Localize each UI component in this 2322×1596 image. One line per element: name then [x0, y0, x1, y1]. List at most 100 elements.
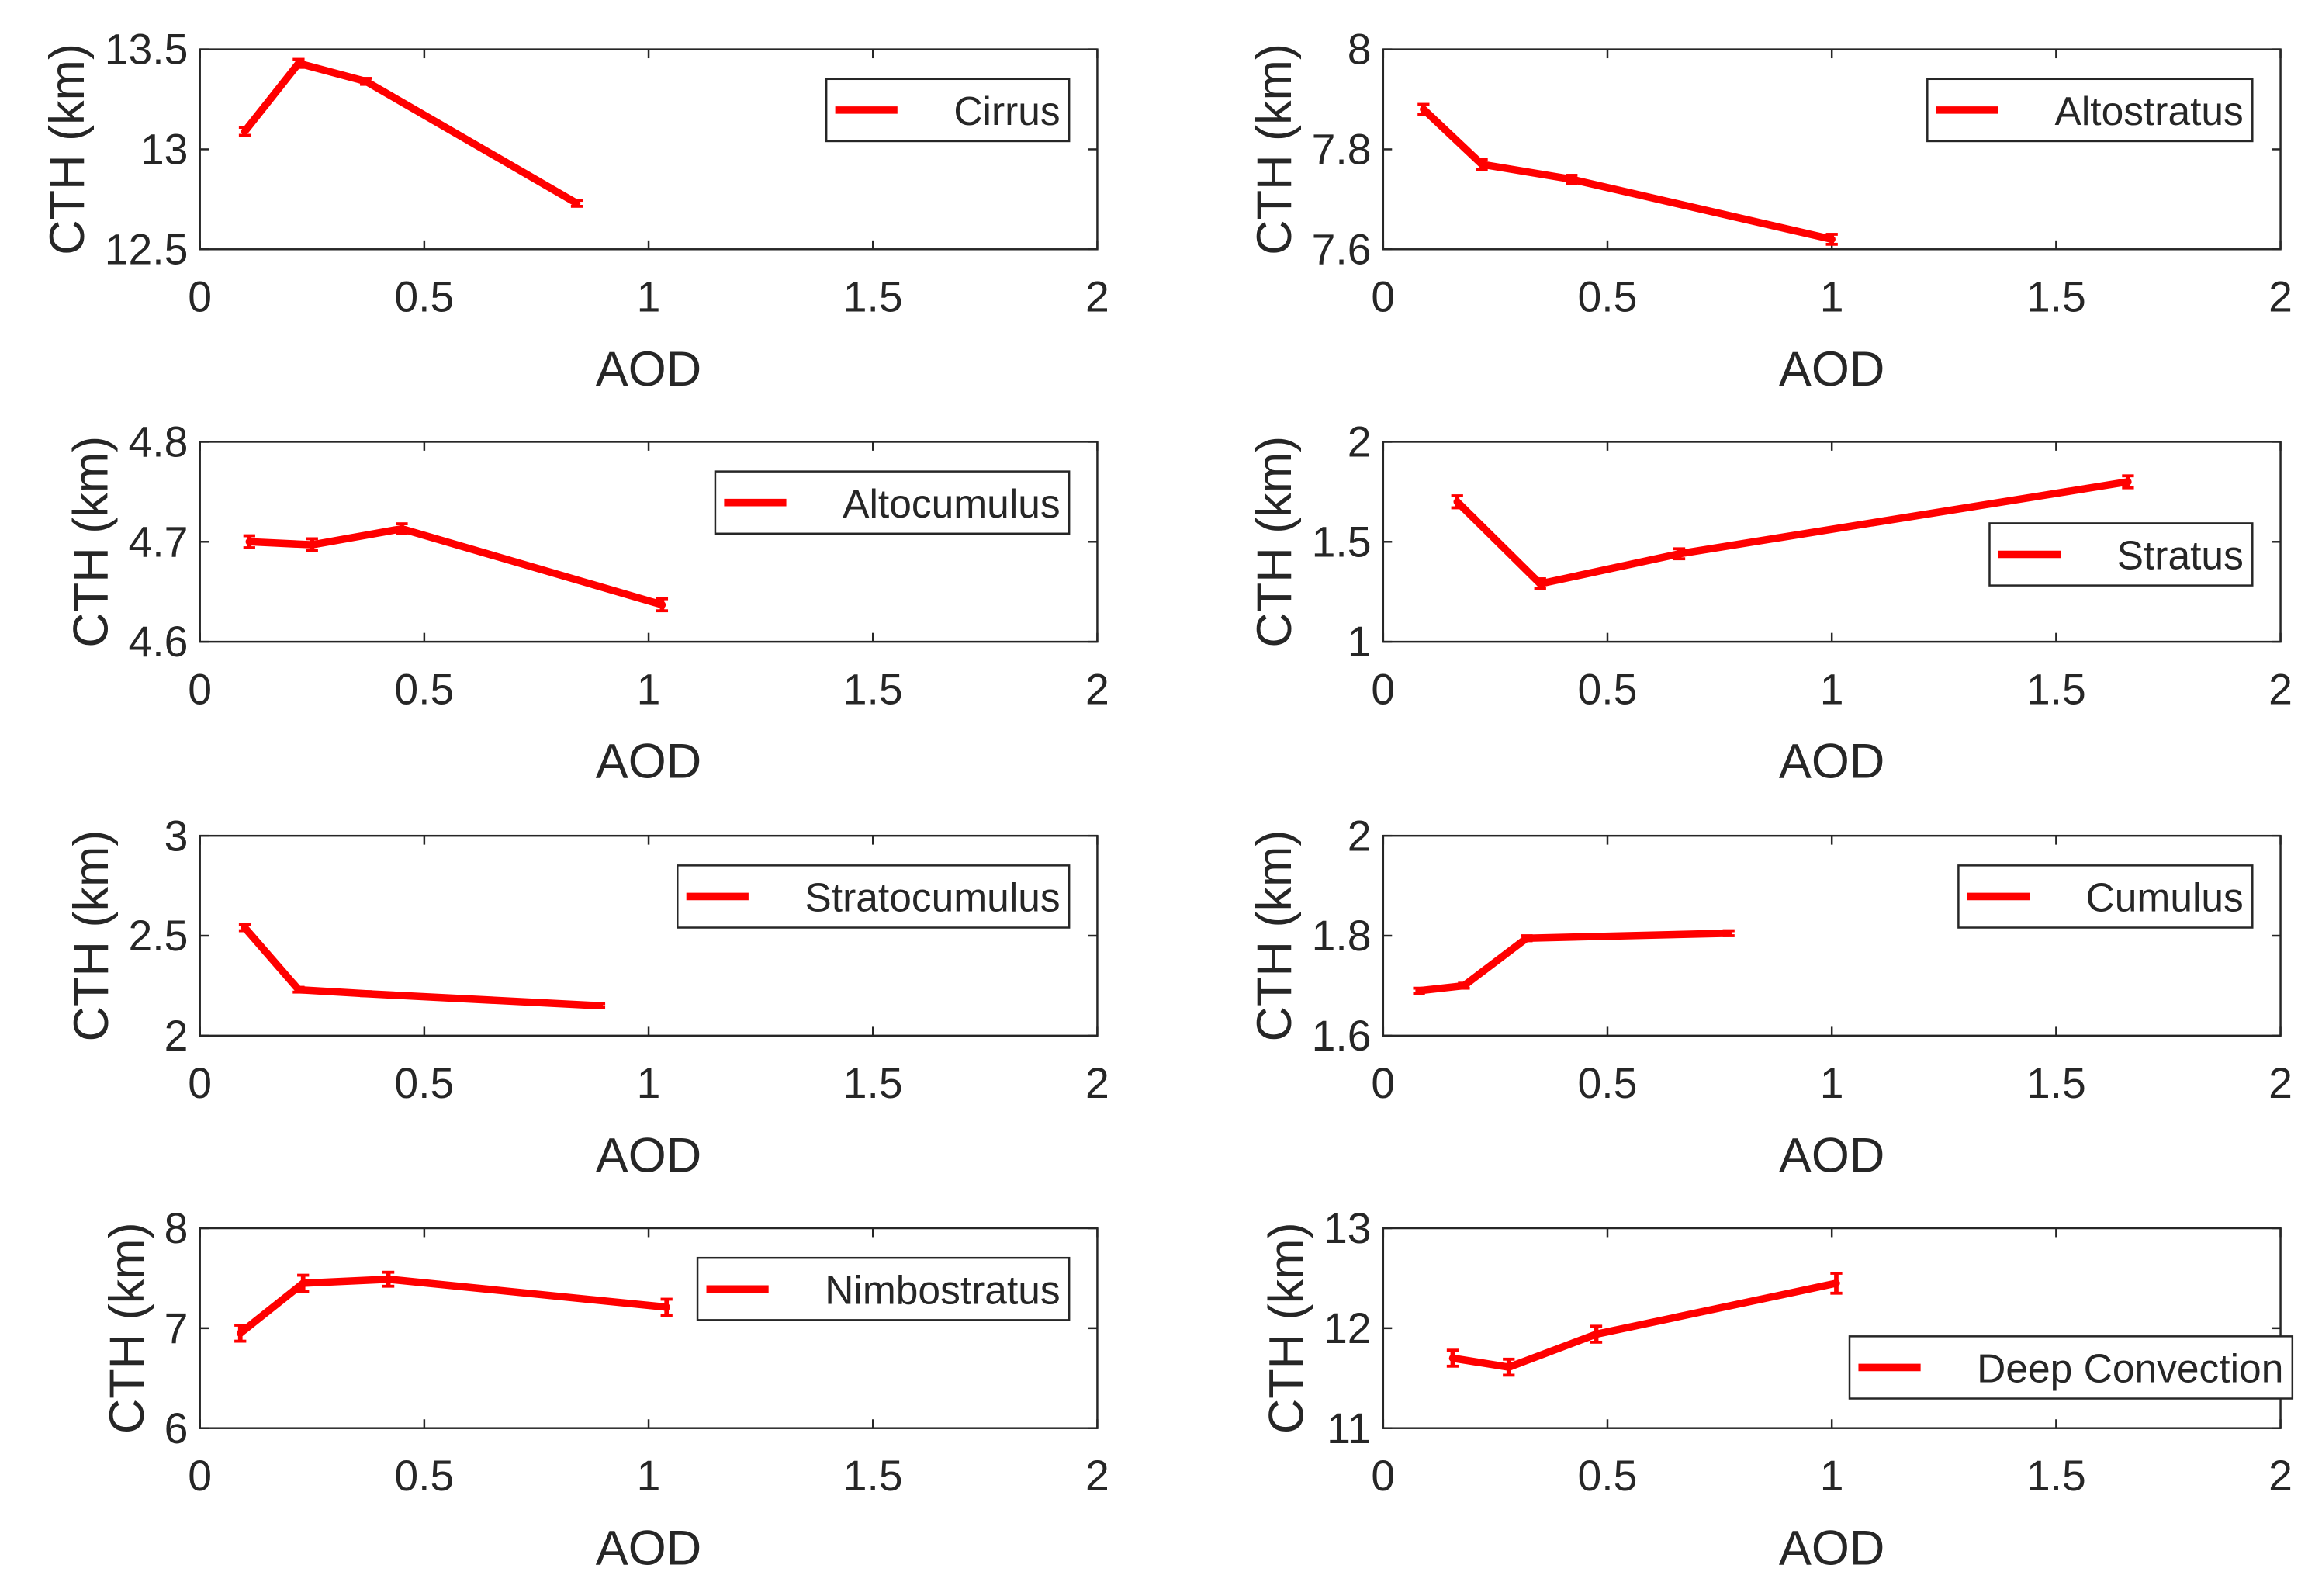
x-tick-label: 1 — [1820, 1452, 1844, 1500]
x-tick-label: 0.5 — [1578, 272, 1638, 320]
data-point — [1420, 106, 1427, 113]
x-tick-label: 0.5 — [394, 272, 454, 320]
y-tick-label: 1.8 — [1312, 912, 1372, 960]
y-tick-label: 7 — [164, 1304, 189, 1352]
x-tick-label: 1 — [637, 272, 661, 320]
x-tick-label: 0.5 — [394, 665, 454, 713]
x-axis-label: AOD — [596, 1128, 702, 1182]
x-tick-label: 1.5 — [843, 665, 903, 713]
subplot-cumulus: 0 0.5 1 1.5 2 1.6 1.8 2 AOD CTH (km) Cumulus — [1248, 812, 2293, 1182]
x-tick-label: 0.5 — [394, 1059, 454, 1107]
x-tick-label: 0.5 — [1578, 1059, 1638, 1107]
data-point — [245, 538, 254, 546]
data-point — [398, 524, 406, 533]
series-line — [241, 925, 600, 1009]
y-tick-label: 2 — [1348, 812, 1372, 860]
legend: Nimbostratus — [696, 1256, 1071, 1321]
y-axis-label: CTH (km) — [64, 830, 119, 1042]
x-tick-label: 1 — [1820, 1059, 1844, 1107]
x-tick-label: 0.5 — [394, 1452, 454, 1500]
y-tick-label: 4.8 — [128, 418, 188, 466]
x-tick-label: 2 — [2268, 665, 2293, 713]
y-tick-label: 7.6 — [1312, 225, 1372, 273]
data-point — [1415, 987, 1423, 995]
data-point — [1504, 1363, 1513, 1371]
data-point — [1828, 235, 1836, 244]
series-line — [237, 1275, 667, 1337]
x-tick-label: 1.5 — [2026, 1059, 2086, 1107]
x-axis-label: AOD — [1779, 735, 1885, 789]
data-point — [1478, 160, 1486, 168]
data-point — [1460, 981, 1468, 990]
y-tick-label: 4.6 — [128, 618, 188, 666]
y-tick-label: 13 — [140, 126, 189, 174]
y-axis-label: CTH (km) — [40, 43, 95, 255]
subplot-nimbostratus: 0 0.5 1 1.5 2 6 7 8 AOD CTH (km) Nimbostratus — [100, 1204, 1109, 1575]
subplot-stratocumulus: 0 0.5 1 1.5 2 2 2.5 3 AOD CTH (km) Stratocumulus — [64, 812, 1109, 1182]
y-tick-label: 11 — [1327, 1404, 1371, 1452]
legend: Altocumulus — [714, 470, 1071, 535]
x-tick-label: 0 — [1371, 1452, 1395, 1500]
y-tick-label: 2 — [164, 1012, 189, 1060]
subplot-deep-convection: 0 0.5 1 1.5 2 11 12 13 AOD CTH (km) Deep Convectio… — [1259, 1204, 2294, 1575]
legend: Altostratus — [1926, 78, 2254, 143]
x-tick-label: 0 — [188, 1452, 212, 1500]
data-point — [362, 989, 370, 998]
x-axis-label: AOD — [596, 735, 702, 789]
data-point — [241, 127, 249, 136]
y-tick-label: 1.5 — [1312, 518, 1372, 566]
data-point — [384, 1275, 393, 1283]
y-tick-label: 12 — [1324, 1304, 1372, 1352]
data-point — [241, 923, 249, 932]
x-tick-label: 1 — [1820, 272, 1844, 320]
y-tick-label: 4.7 — [128, 518, 188, 566]
x-tick-label: 0 — [188, 1059, 212, 1107]
y-tick-label: 2 — [1348, 418, 1372, 466]
y-axis-label: CTH (km) — [1248, 436, 1302, 648]
y-tick-label: 2.5 — [128, 912, 188, 960]
y-tick-label: 8 — [1348, 26, 1372, 74]
y-tick-label: 7.8 — [1312, 126, 1372, 174]
x-tick-label: 0 — [1371, 272, 1395, 320]
legend-box — [1848, 1335, 2294, 1400]
legend-label: Nimbostratus — [825, 1267, 1060, 1312]
data-point — [2124, 478, 2132, 486]
y-axis-label: CTH (km) — [1248, 43, 1302, 255]
y-axis-label: CTH (km) — [1248, 830, 1302, 1042]
legend: Deep Convection — [1848, 1335, 2294, 1400]
subplot-altostratus: 0 0.5 1 1.5 2 7.6 7.8 8 AOD CTH (km) Altostratus — [1248, 26, 2293, 396]
legend-label: Altocumulus — [843, 481, 1061, 526]
y-tick-label: 13 — [1324, 1204, 1372, 1252]
data-point — [658, 601, 666, 609]
data-point — [1592, 1330, 1600, 1338]
legend-label: Cumulus — [2086, 875, 2244, 920]
series-line — [241, 59, 579, 207]
x-tick-label: 0 — [1371, 665, 1395, 713]
series-line — [1452, 1279, 1837, 1371]
x-axis-label: AOD — [1779, 1128, 1885, 1182]
data-point — [1725, 930, 1732, 937]
data-point — [1567, 175, 1576, 183]
x-tick-label: 1.5 — [843, 1452, 903, 1500]
series-line — [1421, 106, 1833, 244]
data-point — [573, 199, 581, 207]
data-point — [236, 1329, 244, 1338]
y-tick-label: 1.6 — [1312, 1012, 1372, 1060]
legend-label: Stratus — [2117, 533, 2244, 578]
data-point — [299, 1279, 307, 1287]
y-tick-label: 3 — [164, 812, 189, 860]
x-axis-label: AOD — [596, 1521, 702, 1575]
x-tick-label: 2 — [2268, 1452, 2293, 1500]
data-point — [295, 985, 303, 994]
x-tick-label: 2 — [2268, 272, 2293, 320]
x-tick-label: 2 — [1085, 1059, 1109, 1107]
series-line — [1454, 478, 2129, 588]
x-tick-label: 1.5 — [2026, 1452, 2086, 1500]
y-axis-label: CTH (km) — [100, 1222, 154, 1434]
data-point — [362, 78, 370, 85]
x-tick-label: 2 — [1085, 665, 1109, 713]
legend-label: Altostratus — [2054, 88, 2243, 133]
y-tick-label: 13.5 — [105, 26, 189, 74]
x-tick-label: 1 — [637, 1059, 661, 1107]
